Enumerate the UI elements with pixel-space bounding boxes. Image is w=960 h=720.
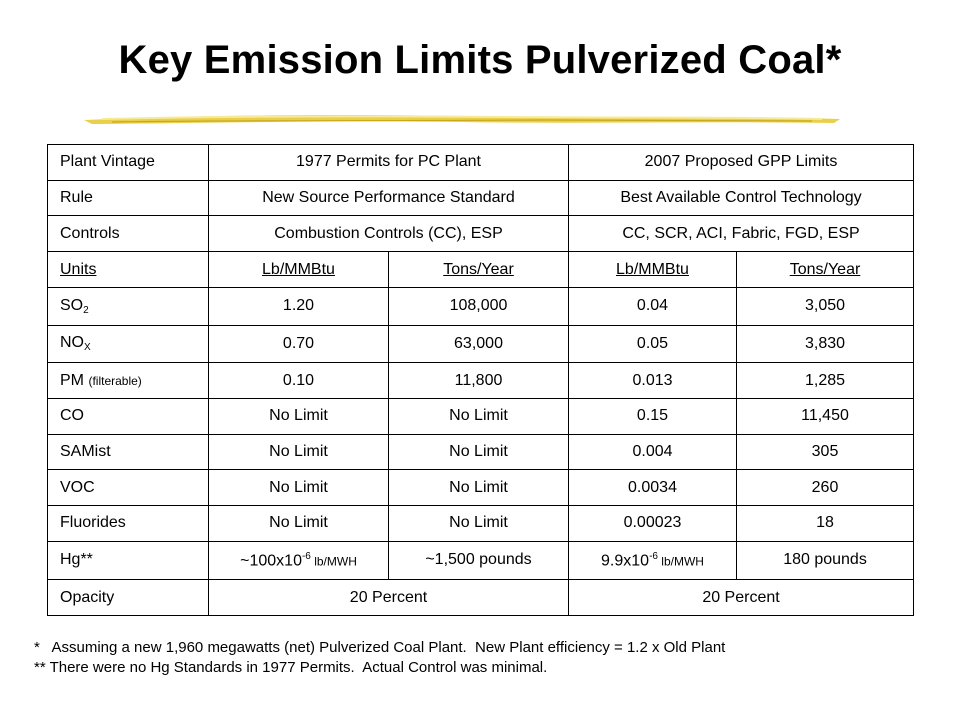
hg-1977-rate: ~100x10-6 lb/MWH <box>208 540 389 581</box>
pm-2007-rate: 0.013 <box>568 362 737 399</box>
voc-1977-rate: No Limit <box>208 469 389 507</box>
pm-2007-annual: 1,285 <box>735 362 915 399</box>
opacity-row: Opacity 20 Percent 20 Percent <box>47 579 915 616</box>
title-underline <box>84 115 840 124</box>
slide-title: Key Emission Limits Pulverized Coal* <box>118 38 842 82</box>
hg-2007-rate-unit: lb/MWH <box>657 554 704 569</box>
units-2007-rate: Lb/MMBtu <box>568 251 737 288</box>
hg-2007-annual: 180 pounds <box>735 540 915 581</box>
voc-2007-rate: 0.0034 <box>568 469 737 507</box>
nox-label-sub: X <box>84 342 91 354</box>
pm-label-qualifier: (filterable) <box>88 373 142 388</box>
so2-label-sub: 2 <box>83 304 89 316</box>
fluorides-1977-annual: No Limit <box>388 505 569 542</box>
co-1977-rate: No Limit <box>208 397 389 435</box>
pm-label: PM (filterable) <box>47 362 209 399</box>
controls-2007: CC, SCR, ACI, Fabric, FGD, ESP <box>567 215 915 253</box>
units-2007-annual: Tons/Year <box>735 251 915 288</box>
samist-1977-annual: No Limit <box>388 433 569 471</box>
co-row: CO No Limit No Limit 0.15 11,450 <box>47 397 915 435</box>
nox-row: NOX 0.70 63,000 0.05 3,830 <box>47 324 915 364</box>
hg-2007-rate-exponent: -6 <box>649 550 658 562</box>
header-row: Plant Vintage 1977 Permits for PC Plant … <box>47 144 915 181</box>
so2-label-main: SO <box>60 296 84 314</box>
units-1977-annual: Tons/Year <box>388 251 569 288</box>
so2-label: SO2 <box>47 286 209 326</box>
so2-1977-rate: 1.20 <box>208 286 389 326</box>
co-1977-annual: No Limit <box>388 397 569 435</box>
hg-1977-rate-base: ~100x10 <box>240 552 302 570</box>
units-label: Units <box>47 251 209 288</box>
plant-vintage-label: Plant Vintage <box>47 144 209 181</box>
voc-label: VOC <box>47 469 209 507</box>
hg-1977-annual: ~1,500 pounds <box>388 540 569 581</box>
header-2007: 2007 Proposed GPP Limits <box>567 144 915 181</box>
rule-row: Rule New Source Performance Standard Bes… <box>47 179 915 217</box>
opacity-1977: 20 Percent <box>208 579 569 616</box>
pm-1977-annual: 11,800 <box>388 362 569 399</box>
footnote-hg-standards: ** There were no Hg Standards in 1977 Pe… <box>34 659 548 676</box>
controls-1977: Combustion Controls (CC), ESP <box>208 215 569 253</box>
pm-label-main: PM <box>60 371 89 389</box>
rule-1977: New Source Performance Standard <box>208 179 569 217</box>
footnotes: * Assuming a new 1,960 megawatts (net) P… <box>34 638 934 678</box>
samist-1977-rate: No Limit <box>208 433 389 471</box>
opacity-label: Opacity <box>47 579 209 616</box>
hg-label: Hg** <box>47 540 209 581</box>
nox-2007-rate: 0.05 <box>568 324 737 364</box>
voc-2007-annual: 260 <box>735 469 915 507</box>
units-1977-rate: Lb/MMBtu <box>208 251 389 288</box>
opacity-2007: 20 Percent <box>567 579 915 616</box>
fluorides-1977-rate: No Limit <box>208 505 389 542</box>
nox-1977-annual: 63,000 <box>388 324 569 364</box>
rule-label: Rule <box>47 179 209 217</box>
nox-1977-rate: 0.70 <box>208 324 389 364</box>
hg-2007-rate-base: 9.9x10 <box>601 552 650 570</box>
footnote-plant-assumption: * Assuming a new 1,960 megawatts (net) P… <box>34 639 726 656</box>
so2-2007-annual: 3,050 <box>735 286 915 326</box>
units-row: Units Lb/MMBtu Tons/Year Lb/MMBtu Tons/Y… <box>47 251 915 288</box>
fluorides-row: Fluorides No Limit No Limit 0.00023 18 <box>47 505 915 542</box>
nox-label-main: NO <box>60 334 84 352</box>
nox-2007-annual: 3,830 <box>735 324 915 364</box>
samist-row: SAMist No Limit No Limit 0.004 305 <box>47 433 915 471</box>
samist-2007-rate: 0.004 <box>568 433 737 471</box>
voc-1977-annual: No Limit <box>388 469 569 507</box>
hg-2007-rate: 9.9x10-6 lb/MWH <box>568 540 737 581</box>
so2-2007-rate: 0.04 <box>568 286 737 326</box>
samist-label: SAMist <box>47 433 209 471</box>
rule-2007: Best Available Control Technology <box>567 179 915 217</box>
fluorides-2007-rate: 0.00023 <box>568 505 737 542</box>
emission-limits-table: Plant Vintage 1977 Permits for PC Plant … <box>47 144 915 616</box>
so2-1977-annual: 108,000 <box>388 286 569 326</box>
fluorides-2007-annual: 18 <box>735 505 915 542</box>
nox-label: NOX <box>47 324 209 364</box>
so2-row: SO2 1.20 108,000 0.04 3,050 <box>47 286 915 326</box>
controls-label: Controls <box>47 215 209 253</box>
pm-1977-rate: 0.10 <box>208 362 389 399</box>
fluorides-label: Fluorides <box>47 505 209 542</box>
co-2007-rate: 0.15 <box>568 397 737 435</box>
samist-2007-annual: 305 <box>735 433 915 471</box>
controls-row: Controls Combustion Controls (CC), ESP C… <box>47 215 915 253</box>
hg-1977-rate-exponent: -6 <box>301 550 311 562</box>
voc-row: VOC No Limit No Limit 0.0034 260 <box>47 469 915 507</box>
pm-row: PM (filterable) 0.10 11,800 0.013 1,285 <box>47 362 915 399</box>
hg-1977-rate-unit: lb/MWH <box>310 554 357 569</box>
hg-row: Hg** ~100x10-6 lb/MWH ~1,500 pounds 9.9x… <box>47 540 915 581</box>
header-1977: 1977 Permits for PC Plant <box>208 144 569 181</box>
co-label: CO <box>47 397 209 435</box>
co-2007-annual: 11,450 <box>735 397 915 435</box>
